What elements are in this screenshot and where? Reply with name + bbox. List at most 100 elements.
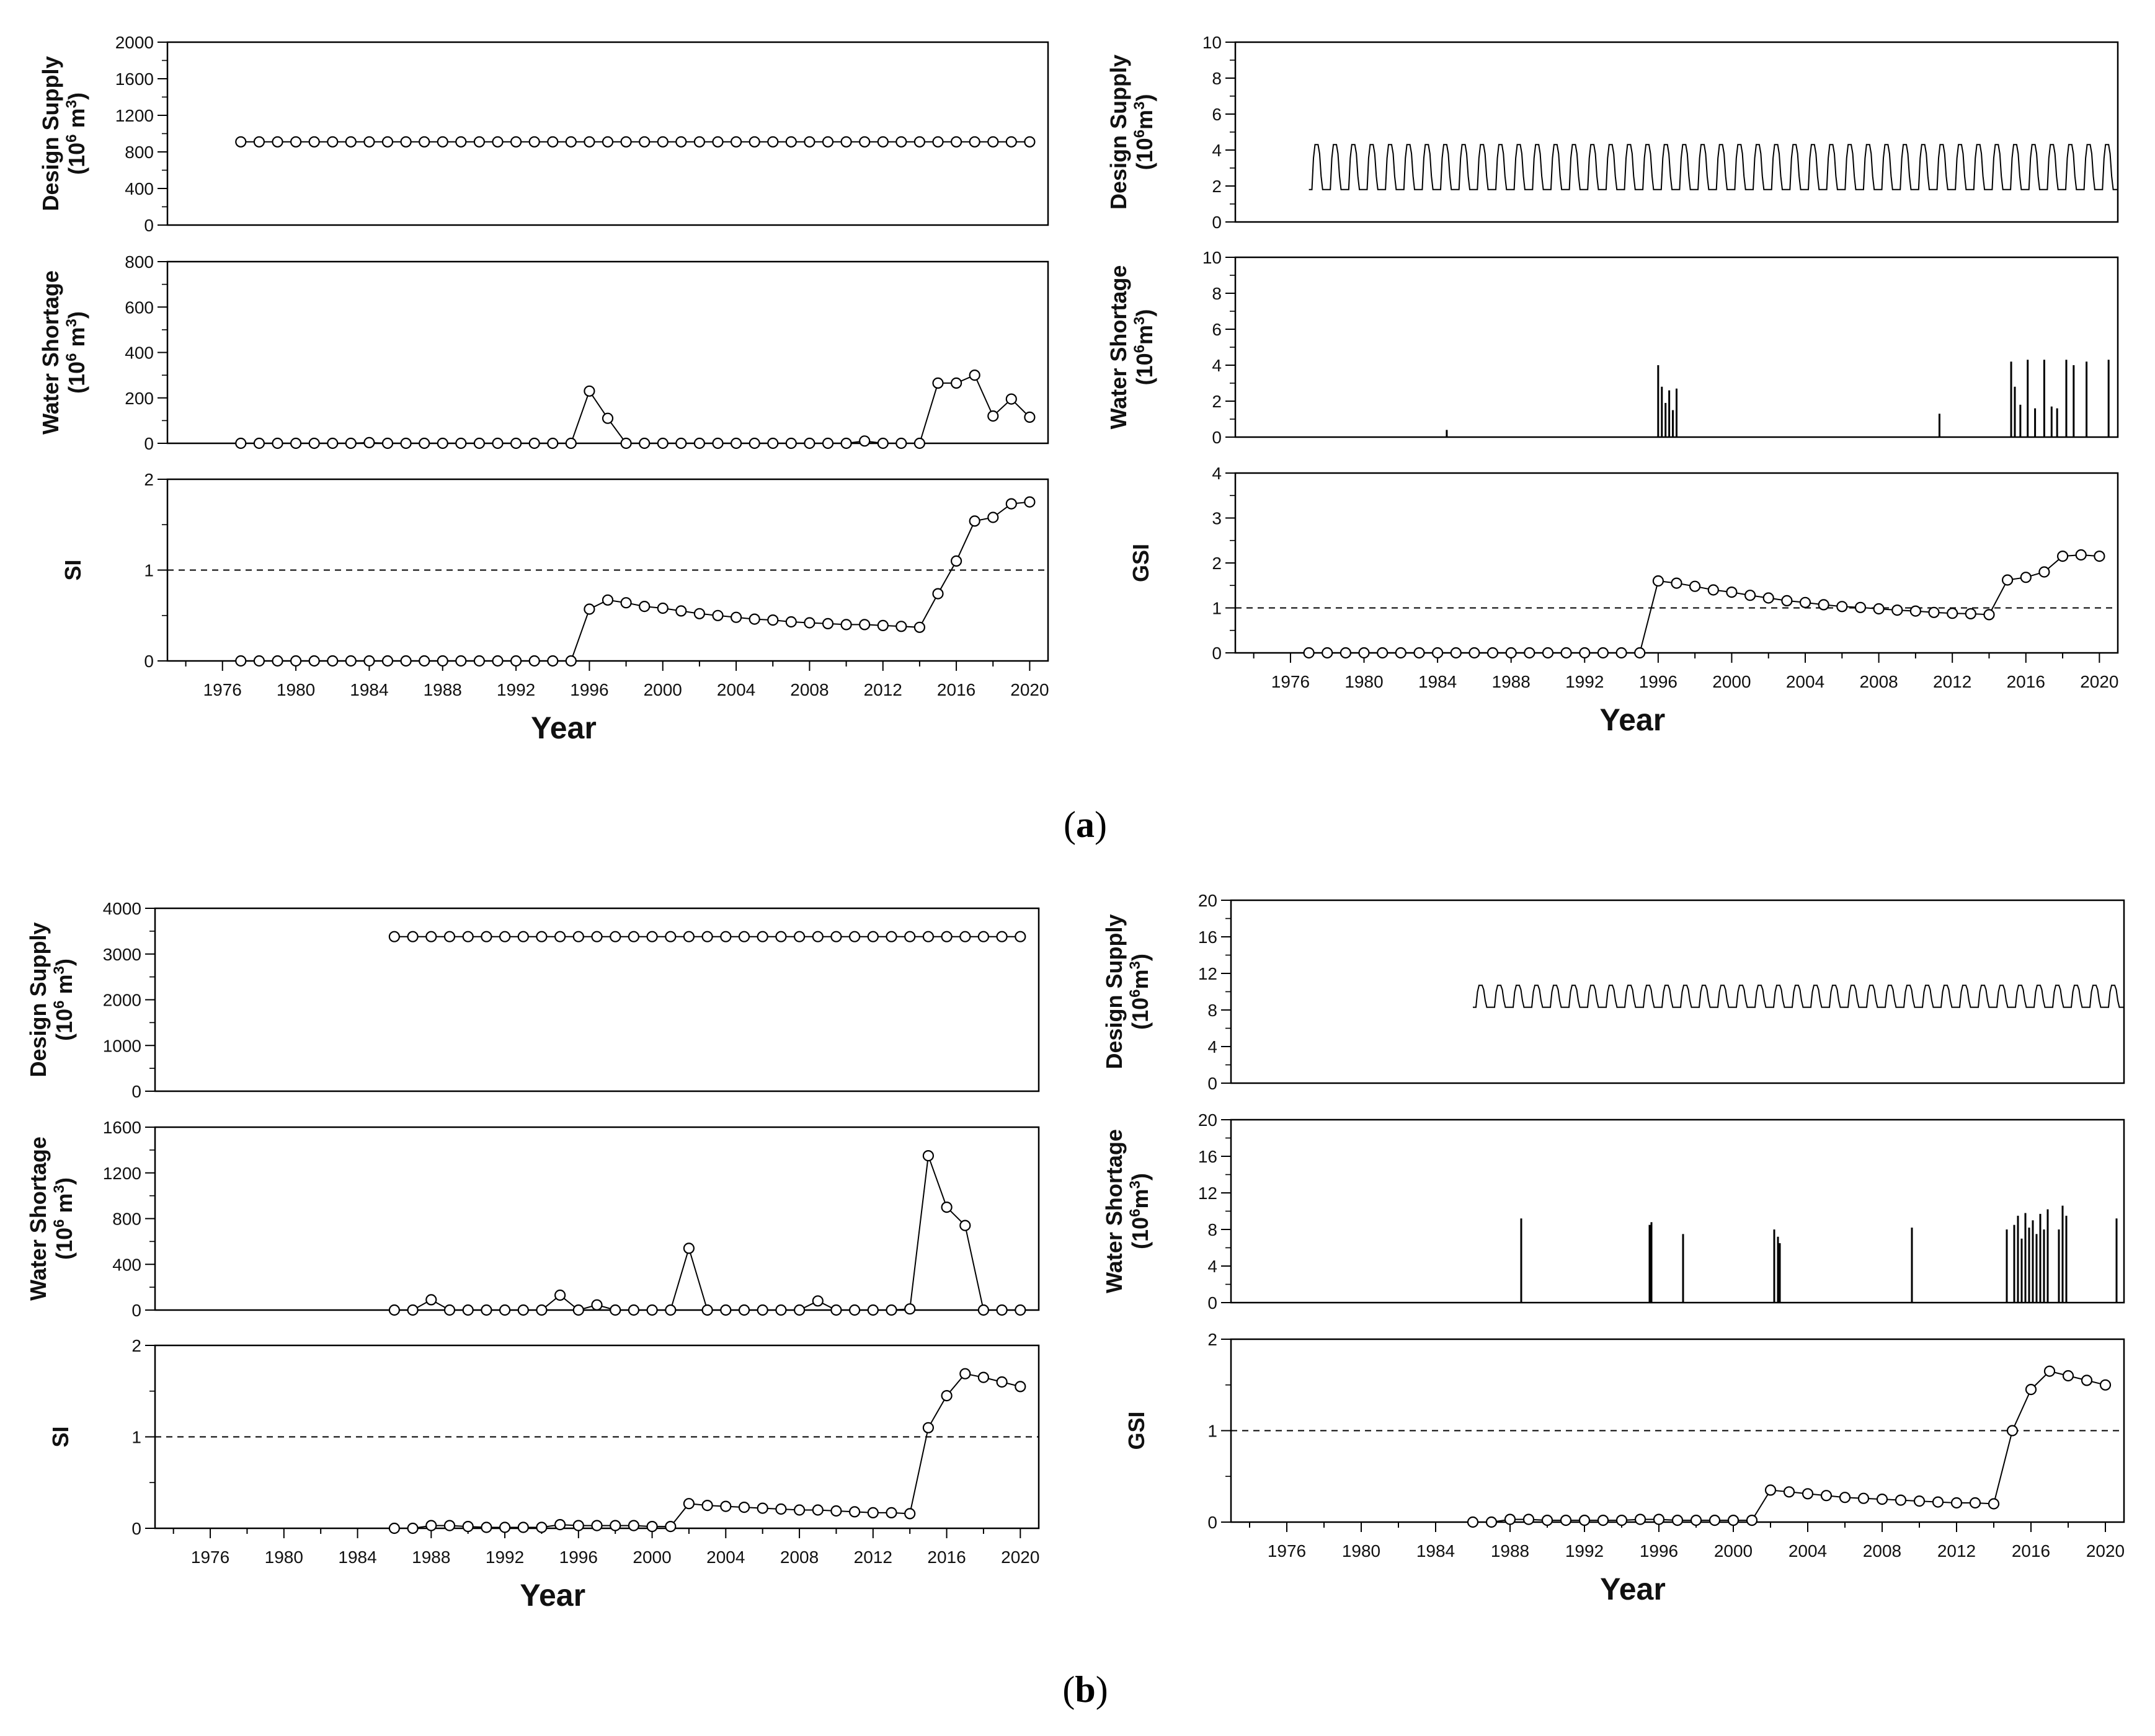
data-point xyxy=(1820,1490,1833,1502)
y-tick-label: 10 xyxy=(1202,33,1222,52)
data-point xyxy=(1450,647,1462,659)
data-point xyxy=(1005,393,1017,405)
data-point xyxy=(462,1521,474,1533)
plot-frame xyxy=(1230,1118,2125,1304)
y-tick-label: 1 xyxy=(1212,599,1222,618)
data-point xyxy=(388,931,401,942)
data-point xyxy=(996,1376,1008,1388)
y-tick-label: 400 xyxy=(125,343,154,363)
data-point xyxy=(565,655,577,667)
data-point xyxy=(1303,647,1315,659)
data-point xyxy=(1947,608,1958,619)
data-point xyxy=(591,1520,603,1531)
data-point xyxy=(639,600,651,613)
x-tick-label: 2016 xyxy=(927,1548,966,1567)
data-point xyxy=(443,1304,456,1316)
data-point xyxy=(2094,550,2105,562)
y-axis-title: GSI xyxy=(1128,544,1153,582)
plot-frame xyxy=(1234,41,2119,223)
data-point xyxy=(327,437,339,450)
data-point xyxy=(437,655,448,667)
data-point xyxy=(895,437,907,450)
x-tick-label: 2020 xyxy=(1001,1548,1039,1567)
y-axis-title-exp2: 3 xyxy=(63,319,80,327)
data-point xyxy=(388,1304,401,1316)
y-axis-title-unit-m: m xyxy=(64,327,89,353)
data-point xyxy=(602,594,614,606)
series-line xyxy=(241,374,1031,444)
data-point xyxy=(1597,647,1609,659)
x-tick-label: 1976 xyxy=(1271,672,1310,691)
y-axis-title-exp2: 3 xyxy=(51,966,68,974)
data-point xyxy=(345,136,357,148)
data-point xyxy=(738,1502,750,1513)
y-axis-title-line1: Design Supply xyxy=(1101,914,1127,1069)
data-point xyxy=(665,1521,677,1533)
x-tick-label: 2020 xyxy=(2080,672,2118,691)
data-point xyxy=(400,136,412,148)
data-point xyxy=(1634,1513,1646,1525)
y-tick-label: 1200 xyxy=(103,1164,141,1183)
y-axis-title-exp: 6 xyxy=(51,1219,68,1227)
data-point xyxy=(473,437,486,450)
y-axis-title-unit-m: m xyxy=(1132,110,1157,130)
x-tick-label: 2000 xyxy=(1714,1541,1753,1561)
y-axis-title-exp2: 3 xyxy=(51,1185,68,1193)
data-point xyxy=(720,1500,732,1512)
data-point xyxy=(1746,1515,1758,1526)
data-point xyxy=(757,1304,768,1316)
x-tick-label: 2016 xyxy=(2012,1541,2050,1561)
y-tick-label: 0 xyxy=(144,652,154,671)
data-point xyxy=(895,621,907,632)
y-tick-label: 800 xyxy=(125,143,154,162)
x-tick-label: 2000 xyxy=(633,1548,671,1567)
data-point xyxy=(528,437,540,450)
data-point xyxy=(793,1304,806,1316)
y-axis-title-close: ) xyxy=(1132,94,1157,102)
data-point xyxy=(804,437,815,450)
data-point xyxy=(473,655,486,667)
data-point xyxy=(969,515,980,527)
data-point xyxy=(1783,1486,1795,1498)
series-line xyxy=(1473,1370,2106,1523)
data-point xyxy=(536,1304,548,1316)
data-point xyxy=(657,437,669,450)
y-tick-label: 6 xyxy=(1212,105,1222,124)
data-point xyxy=(419,437,430,450)
data-point xyxy=(683,1498,695,1510)
data-point xyxy=(381,655,394,667)
data-point xyxy=(941,1201,953,1213)
data-point xyxy=(481,1521,492,1533)
x-tick-label: 2000 xyxy=(1712,672,1751,691)
y-axis-title-unit-m: m xyxy=(51,974,77,1000)
data-point xyxy=(922,1422,935,1433)
y-axis-title: Design Supply(106 m3) xyxy=(25,922,77,1077)
data-point xyxy=(1836,601,1848,613)
y-tick-label: 0 xyxy=(1207,1293,1217,1313)
y-tick-label: 1000 xyxy=(103,1036,141,1055)
x-tick-label: 1988 xyxy=(424,680,462,699)
data-point xyxy=(462,1304,474,1316)
y-tick-label: 2 xyxy=(1212,177,1222,196)
x-tick-label: 2012 xyxy=(1933,672,1971,691)
data-point xyxy=(867,931,879,942)
y-axis-title-line1: Water Shortage xyxy=(38,270,63,435)
data-point xyxy=(363,655,375,667)
data-point xyxy=(848,931,861,942)
data-point xyxy=(1615,647,1627,659)
plot-frame xyxy=(154,1126,1040,1311)
data-point xyxy=(1913,1495,1926,1507)
caption-a-letter: a xyxy=(1076,804,1095,845)
data-point xyxy=(665,1304,677,1316)
y-axis-title: Water Shortage(106m3) xyxy=(1101,1129,1153,1293)
data-point xyxy=(327,136,339,148)
x-tick-label: 1976 xyxy=(191,1548,229,1567)
data-point xyxy=(443,931,456,942)
data-point xyxy=(363,436,375,449)
data-point xyxy=(1671,1515,1684,1526)
data-point xyxy=(1727,1515,1740,1526)
data-point xyxy=(473,136,486,148)
y-tick-label: 0 xyxy=(1212,428,1222,447)
data-point xyxy=(712,136,724,148)
